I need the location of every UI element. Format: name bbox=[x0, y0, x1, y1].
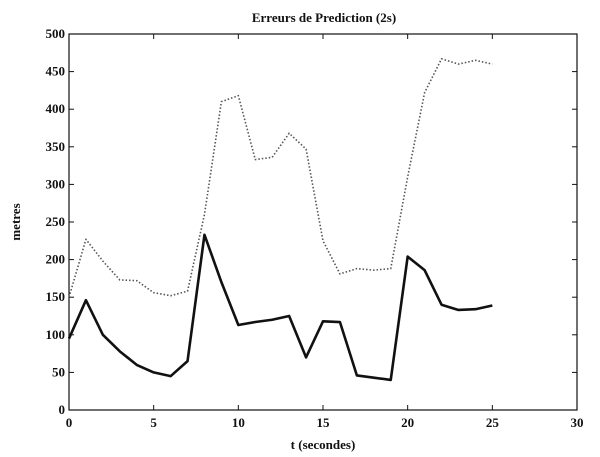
y-tick-label: 350 bbox=[46, 139, 66, 154]
y-tick-label: 450 bbox=[46, 64, 66, 79]
y-tick-label: 500 bbox=[46, 26, 66, 41]
y-axis-label: metres bbox=[8, 203, 23, 240]
y-tick-label: 300 bbox=[46, 176, 66, 191]
y-tick-label: 0 bbox=[59, 402, 66, 417]
x-tick-label: 25 bbox=[486, 415, 500, 430]
y-tick-label: 250 bbox=[46, 214, 66, 229]
x-tick-label: 10 bbox=[232, 415, 245, 430]
x-tick-label: 20 bbox=[401, 415, 414, 430]
series-layer bbox=[67, 58, 493, 382]
y-tick-label: 400 bbox=[46, 101, 66, 116]
plot-frame bbox=[68, 33, 578, 411]
x-tick-label: 0 bbox=[66, 415, 73, 430]
x-tick-label: 15 bbox=[317, 415, 331, 430]
series-line-dotted bbox=[68, 58, 493, 298]
y-tick-label: 50 bbox=[52, 364, 65, 379]
x-tick-label: 5 bbox=[150, 415, 157, 430]
x-axis-label: t (secondes) bbox=[291, 437, 356, 452]
y-tick-label: 150 bbox=[46, 289, 66, 304]
chart-title: Erreurs de Prediction (2s) bbox=[252, 10, 396, 25]
axis-ticks: 0 5 10 15 20 25 300501001502002503003504004505… bbox=[46, 26, 584, 430]
x-tick-label: 30 bbox=[571, 415, 584, 430]
y-tick-label: 100 bbox=[46, 327, 66, 342]
y-tick-label: 200 bbox=[46, 252, 66, 267]
series-line-solid bbox=[67, 233, 493, 382]
